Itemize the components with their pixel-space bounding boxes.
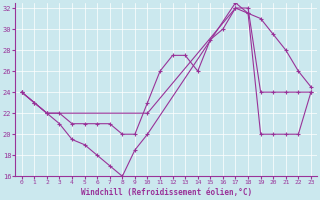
X-axis label: Windchill (Refroidissement éolien,°C): Windchill (Refroidissement éolien,°C) <box>81 188 252 197</box>
